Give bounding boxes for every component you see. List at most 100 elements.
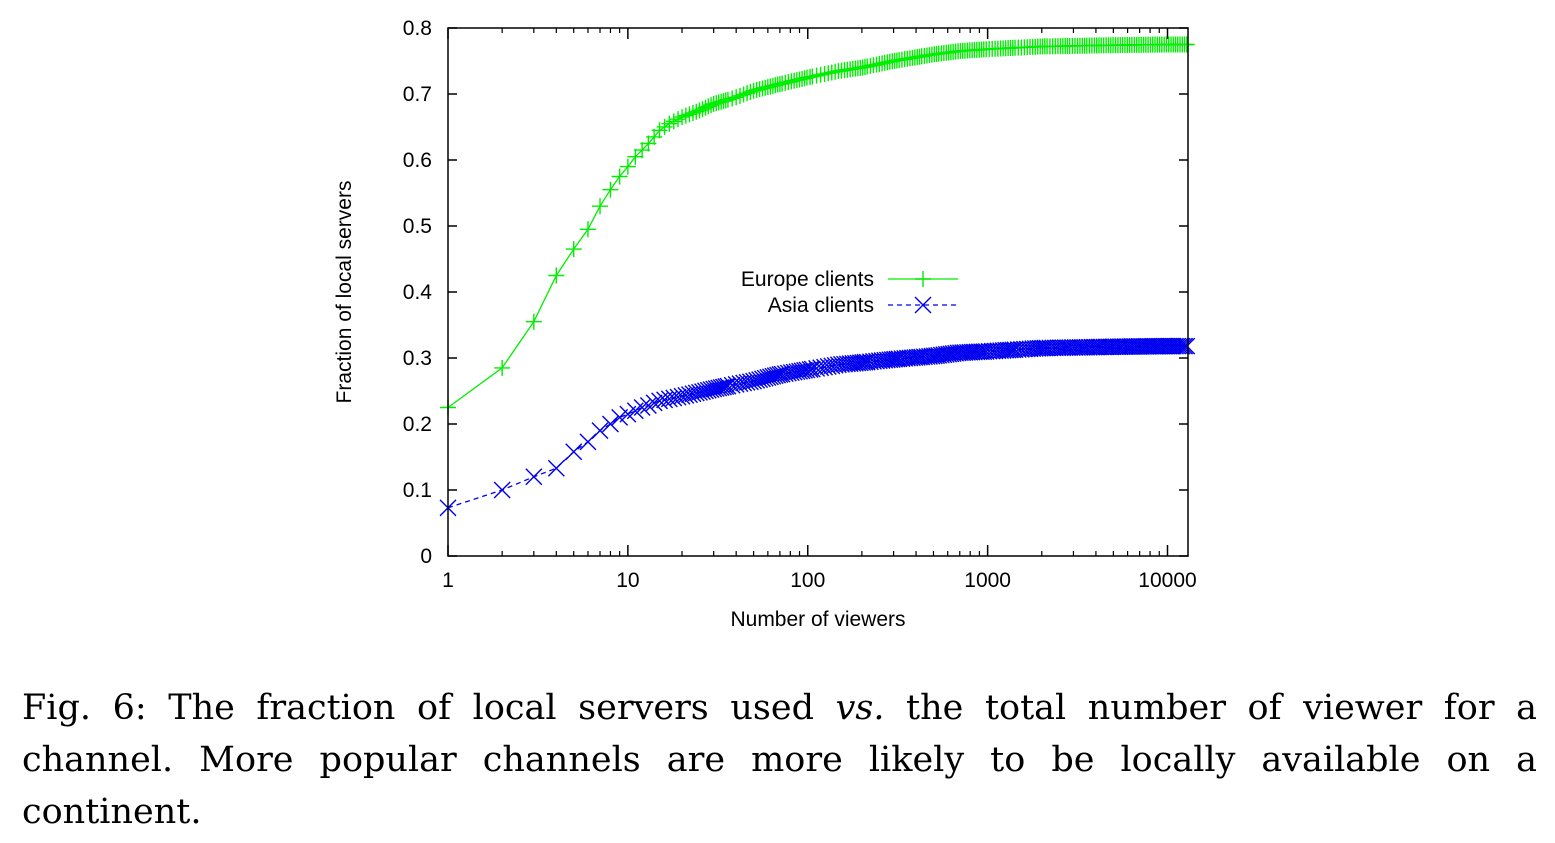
europe-clients-marker: [674, 109, 691, 126]
series-markers-layer: [439, 36, 1196, 517]
y-tick-label: 0.3: [403, 347, 432, 370]
asia-clients-marker: [673, 387, 691, 405]
asia-clients-marker: [1107, 338, 1125, 356]
asia-clients-marker: [669, 388, 687, 406]
europe-clients-marker: [661, 115, 678, 132]
asia-clients-marker: [633, 399, 651, 416]
europe-clients-marker: [688, 103, 705, 120]
legend-marker-europe-clients: [915, 271, 931, 287]
europe-clients-marker: [739, 85, 756, 102]
asia-clients-marker: [1169, 337, 1187, 355]
asia-clients-marker: [601, 415, 619, 433]
europe-clients-marker: [820, 65, 837, 82]
asia-clients-marker: [731, 375, 749, 393]
y-tick-label: 0: [420, 545, 432, 568]
europe-clients-marker: [816, 65, 833, 82]
asia-clients-marker: [565, 443, 583, 461]
asia-clients-marker: [793, 362, 811, 380]
europe-clients-marker: [619, 158, 636, 175]
asia-clients-marker: [769, 366, 787, 384]
asia-clients-marker: [1051, 339, 1069, 357]
asia-clients-marker: [759, 369, 777, 387]
europe-clients-marker: [808, 67, 825, 84]
asia-clients-marker: [1069, 338, 1087, 356]
europe-clients-marker: [742, 83, 759, 100]
asia-clients-marker: [684, 385, 702, 403]
europe-clients-marker: [1178, 36, 1195, 53]
x-tick-label: 1: [442, 569, 454, 592]
caption-prefix: Fig. 6: The fraction of local servers us…: [22, 688, 836, 728]
y-tick-label: 0.5: [403, 215, 432, 238]
asia-clients-marker: [525, 468, 543, 486]
asia-clients-marker: [761, 368, 779, 386]
asia-clients-markers: [439, 337, 1196, 517]
x-tick-label: 1000: [964, 569, 1011, 592]
europe-clients-marker: [728, 89, 745, 106]
europe-clients-marker: [684, 104, 701, 121]
asia-clients-marker: [677, 386, 695, 404]
asia-clients-marker: [712, 378, 730, 396]
europe-clients-marker: [774, 75, 791, 92]
europe-clients-marker: [665, 113, 682, 130]
y-tick-label: 0.2: [403, 413, 432, 436]
asia-clients-marker: [812, 359, 830, 377]
asia-clients-marker: [1029, 339, 1047, 357]
europe-clients-marker: [494, 359, 511, 376]
europe-clients-markers: [440, 36, 1195, 416]
x-tick-label: 100: [790, 569, 825, 592]
x-tick-labels: 1 10 100 1000 10000: [442, 569, 1197, 592]
europe-clients-marker: [602, 181, 619, 198]
y-tick-label: 0.8: [403, 17, 432, 40]
asia-clients-marker: [705, 380, 723, 398]
europe-clients-marker: [611, 168, 628, 185]
asia-clients-marker: [1104, 338, 1122, 356]
europe-clients-marker: [627, 148, 644, 165]
caption-suffix: the total number of viewer for a channel…: [22, 688, 1538, 832]
x-axis-title: Number of viewers: [730, 608, 905, 631]
figure-caption: Fig. 6: The fraction of local servers us…: [22, 682, 1537, 838]
europe-clients-marker: [670, 111, 687, 128]
asia-clients-marker: [591, 422, 609, 440]
y-tick-label: 0.7: [403, 83, 432, 106]
asia-clients-marker: [1176, 337, 1194, 355]
europe-clients-marker: [525, 313, 542, 330]
europe-clients-marker: [677, 107, 694, 124]
europe-clients-marker: [634, 142, 651, 159]
asia-clients-marker: [727, 375, 745, 393]
asia-clients-marker: [1113, 338, 1131, 356]
y-tick-label: 0.6: [403, 149, 432, 172]
europe-clients-marker: [812, 66, 829, 83]
asia-clients-marker: [645, 394, 663, 412]
y-tick-labels: 0 0.1 0.2 0.3 0.4 0.5 0.6 0.7 0.8: [403, 17, 433, 568]
plot-frame: [447, 27, 1189, 557]
europe-clients-marker: [724, 90, 741, 107]
europe-clients-marker: [681, 106, 698, 123]
europe-clients-marker: [804, 68, 821, 85]
x-tick-label: 10000: [1138, 569, 1196, 592]
y-axis-title: Fraction of local servers: [333, 181, 356, 404]
asia-clients-marker: [651, 392, 669, 410]
europe-clients-marker: [823, 64, 840, 81]
europe-clients-marker: [548, 267, 565, 284]
asia-clients-marker: [493, 481, 511, 499]
asia-clients-marker: [1071, 338, 1089, 356]
asia-clients-marker: [680, 386, 698, 404]
y-tick-label: 0.1: [403, 479, 432, 502]
chart: 1 10 100 1000 10000 0 0.1 0.2 0.3 0.4 0.5 0.6 0.7 0.…: [333, 17, 1197, 631]
asia-clients-marker: [756, 369, 774, 387]
europe-clients-marker: [579, 221, 596, 238]
axis-ticks-layer: [447, 27, 1188, 557]
asia-clients-marker: [547, 459, 565, 477]
asia-clients-marker: [626, 402, 644, 420]
europe-clients-marker: [735, 86, 752, 103]
legend-label-europe-clients: Europe clients: [741, 268, 874, 291]
asia-clients-marker: [801, 361, 819, 378]
legend-label-asia-clients: Asia clients: [768, 294, 874, 317]
asia-clients-marker: [1178, 337, 1196, 355]
y-tick-label: 0.4: [403, 281, 433, 304]
asia-clients-marker: [717, 378, 735, 396]
asia-clients-marker: [639, 397, 657, 415]
legend-marker-asia-clients: [914, 296, 932, 314]
europe-clients-marker: [565, 241, 582, 258]
asia-clients-marker: [816, 358, 834, 376]
